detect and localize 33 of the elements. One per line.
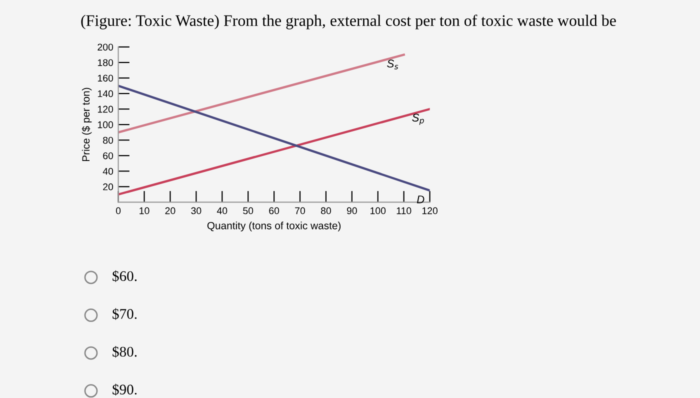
text: $60. — [112, 270, 137, 282]
series-label: S$_{s}$ — [387, 60, 398, 70]
y-tick-label: 120 — [98, 106, 114, 113]
x-tick-label: 80 — [320, 207, 331, 214]
y-tick-label: 20 — [103, 183, 114, 190]
text: $70. — [112, 308, 137, 320]
y-tick-label: 200 — [98, 44, 114, 51]
y-tick-label: 60 — [103, 152, 114, 160]
x-tick-label: 90 — [346, 207, 357, 214]
x-tick-label: 110 — [396, 207, 412, 214]
y-axis-title: Price ($ per ton) — [82, 88, 92, 162]
series-label: D — [416, 196, 424, 204]
y-tick-label: 40 — [102, 168, 114, 175]
chart-title: (Figure: Toxic Waste) From the graph, external cost per ton of toxic waste would be — [81, 14, 616, 30]
x-tick-label: 100 — [370, 207, 386, 214]
x-tick-label: 10 — [140, 207, 150, 214]
x-tick-label: 30 — [191, 207, 202, 214]
x-tick-label: 50 — [243, 207, 254, 214]
x-axis-title: Quantity (tons of toxic waste) — [207, 222, 341, 232]
y-tick-label: 140 — [98, 90, 114, 98]
x-tick-label: 0 — [116, 207, 121, 214]
y-tick-label: 80 — [103, 136, 114, 144]
x-tick-label: 60 — [269, 207, 280, 214]
text: $90. — [112, 384, 137, 396]
series-label: S$_{p}$ — [412, 114, 424, 125]
y-tick-label: 160 — [98, 74, 114, 82]
x-tick-label: 120 — [422, 207, 438, 214]
text: $80. — [112, 346, 137, 358]
y-tick-label: 180 — [98, 59, 114, 66]
x-tick-label: 70 — [295, 207, 306, 214]
y-tick-label: 100 — [98, 121, 114, 128]
x-tick-label: 20 — [165, 207, 176, 214]
x-tick-label: 40 — [216, 207, 228, 214]
